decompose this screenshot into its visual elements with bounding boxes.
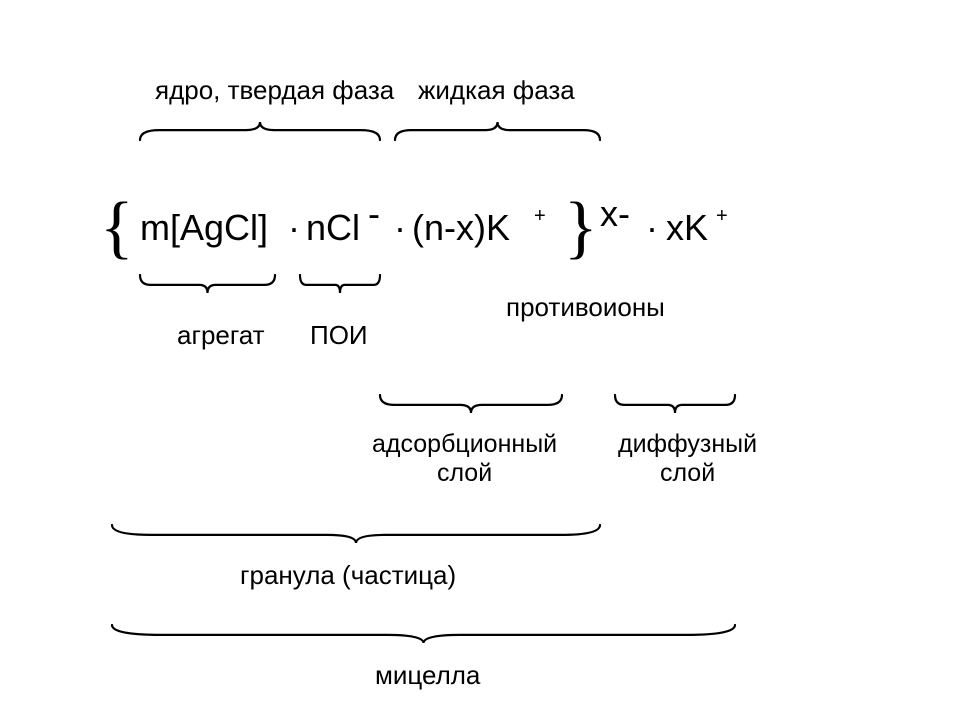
formula-lbrace: { [100,210,134,245]
brace-diffuse [0,395,960,396]
diagram-canvas: ядро, твердая фаза жидкая фаза { m[AgCl]… [0,0,960,720]
formula-p1: m[AgCl] [140,210,268,246]
formula-dot2: · [394,210,406,246]
label-granule: гранула (частица) [240,560,456,591]
formula-p4-sup: + [716,210,728,222]
label-counterions: противоионы [506,292,665,323]
label-micelle: мицелла [375,660,480,691]
label-diffuse: диффузный слой [618,430,757,488]
label-liquid: жидкая фаза [418,75,575,106]
formula-p3-sup: + [534,210,546,222]
brace-liquid [0,140,960,141]
brace-granule [0,525,960,526]
label-poi: ПОИ [310,320,368,351]
label-aggregate: агрегат [177,320,265,351]
label-adsorption: адсорбционный слой [372,430,557,488]
formula-p3: (n-x)K [412,210,510,246]
formula-p2-sup: - [368,210,380,217]
formula-p2: nCl [306,210,360,246]
formula-p4: xK [666,210,708,246]
formula-rbrace: } [564,210,598,245]
formula-dot1: · [288,210,300,246]
label-nucleus: ядро, твердая фаза [155,75,394,106]
formula-rbrace-sup: x- [600,210,630,217]
formula-dot3: · [646,210,658,246]
brace-micelle [0,625,960,626]
brace-poi [0,275,960,276]
